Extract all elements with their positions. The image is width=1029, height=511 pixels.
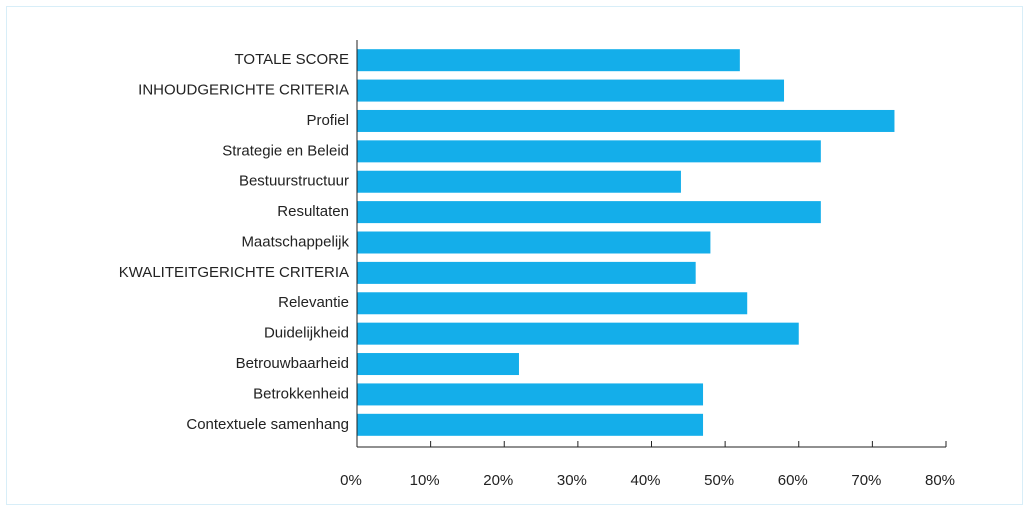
y-tick-label: Strategie en Beleid xyxy=(222,142,349,159)
y-tick-label: Contextuele samenhang xyxy=(186,416,349,433)
x-tick-label: 50% xyxy=(704,472,734,489)
bar xyxy=(357,201,821,224)
bar xyxy=(357,109,895,132)
bar xyxy=(357,261,696,284)
x-tick-label: 0% xyxy=(340,472,362,489)
bar xyxy=(357,49,740,72)
y-tick-label: KWALITEITGERICHTE CRITERIA xyxy=(119,264,349,281)
bar xyxy=(357,79,785,102)
x-tick-label: 40% xyxy=(630,472,660,489)
y-tick-label: Duidelijkheid xyxy=(264,325,349,342)
x-tick-label: 60% xyxy=(778,472,808,489)
x-tick-label: 70% xyxy=(851,472,881,489)
bar xyxy=(357,292,748,315)
x-tick-label: 10% xyxy=(410,472,440,489)
x-tick-label: 30% xyxy=(557,472,587,489)
frame xyxy=(6,6,1023,505)
y-tick-label: Bestuurstructuur xyxy=(239,173,349,190)
y-tick-label: Relevantie xyxy=(278,294,349,311)
bar xyxy=(357,231,711,254)
bar xyxy=(357,322,799,345)
y-tick-label: INHOUDGERICHTE CRITERIA xyxy=(138,82,349,99)
y-tick-label: Profiel xyxy=(306,112,349,129)
y-tick-label: Betrokkenheid xyxy=(253,385,349,402)
bar xyxy=(357,413,704,436)
bar xyxy=(357,383,704,406)
y-tick-label: Betrouwbaarheid xyxy=(236,355,349,372)
y-tick-label: Resultaten xyxy=(277,203,349,220)
bar xyxy=(357,170,681,193)
x-tick-label: 80% xyxy=(925,472,955,489)
bar xyxy=(357,140,821,163)
y-tick-label: Maatschappelijk xyxy=(241,233,349,250)
bar xyxy=(357,353,519,376)
y-tick-label: TOTALE SCORE xyxy=(235,51,349,68)
x-tick-label: 20% xyxy=(483,472,513,489)
